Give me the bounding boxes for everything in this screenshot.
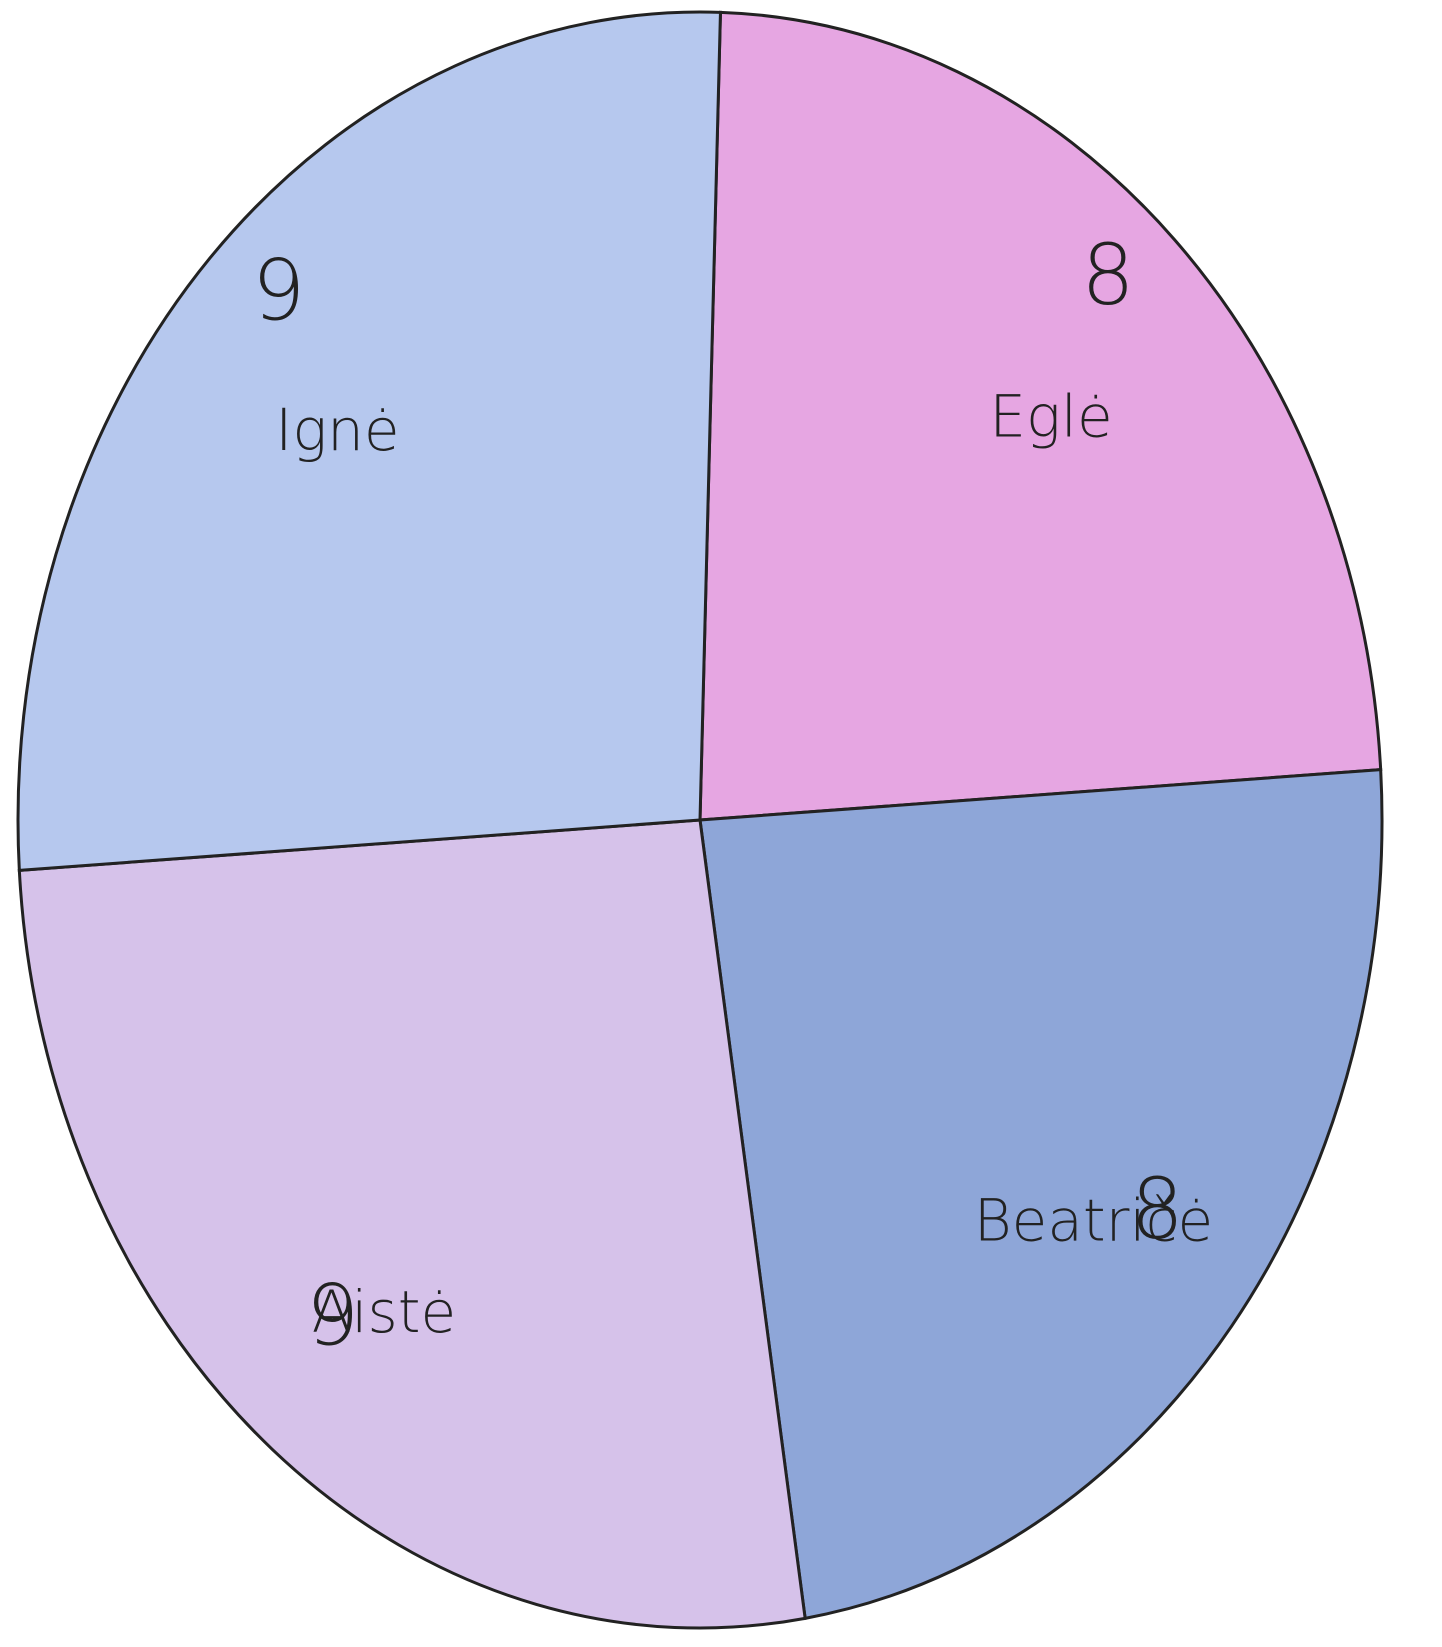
slice-name-label: Beatričė — [974, 1186, 1213, 1254]
chart: 8Eglė8Beatričė9Aistė9Ignė — [0, 0, 1442, 1647]
slice-name-label: Ignė — [275, 396, 399, 464]
page: 8Eglė8Beatričė9Aistė9Ignė (() => { const… — [0, 0, 1442, 1647]
pie-slice — [19, 820, 805, 1628]
slice-name-label: Eglė — [989, 382, 1112, 450]
slice-value-label: 9 — [252, 242, 305, 340]
slice-value-label: 8 — [1081, 226, 1134, 324]
slice-name-label: Aistė — [312, 1278, 456, 1346]
